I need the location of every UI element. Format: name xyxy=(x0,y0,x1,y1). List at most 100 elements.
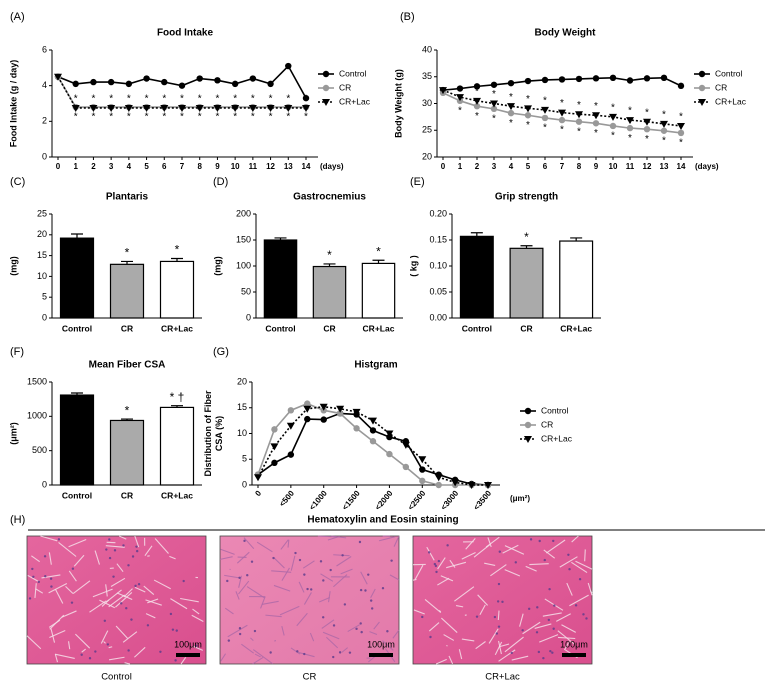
nucleus xyxy=(137,583,141,586)
legend-marker xyxy=(698,84,706,92)
cell-border xyxy=(298,581,305,593)
cell-border xyxy=(441,617,458,633)
cell-border xyxy=(115,625,128,639)
cell-border xyxy=(49,629,66,639)
data-point xyxy=(575,118,583,125)
nucleus xyxy=(303,652,306,656)
legend-marker xyxy=(698,70,706,78)
chart-title: Mean Fiber CSA xyxy=(89,360,166,371)
nucleus xyxy=(322,579,325,582)
cell-border xyxy=(280,539,289,550)
nucleus xyxy=(552,539,555,543)
bar xyxy=(109,419,145,486)
bar xyxy=(559,240,594,319)
cell-border xyxy=(392,629,400,639)
x-tick-label: 7 xyxy=(180,162,185,171)
nucleus xyxy=(434,564,438,568)
data-point xyxy=(248,104,257,112)
bar xyxy=(361,262,396,319)
scale-bar xyxy=(176,653,200,657)
data-point xyxy=(286,422,295,430)
nucleus xyxy=(159,650,162,653)
cell-border xyxy=(543,549,556,559)
y-tick-label: 0 xyxy=(42,151,47,161)
cell-border xyxy=(68,641,71,650)
significance-mark: * xyxy=(628,106,632,117)
cell-border xyxy=(145,599,162,606)
data-point xyxy=(336,405,345,413)
data-point xyxy=(660,127,668,134)
nucleus xyxy=(238,627,242,630)
data-point xyxy=(575,75,583,83)
data-point xyxy=(507,79,515,87)
cell-border xyxy=(35,588,44,594)
nucleus xyxy=(497,582,501,586)
data-point xyxy=(592,75,600,82)
data-point xyxy=(402,463,410,471)
legend-label: Control xyxy=(339,68,367,78)
cell-border xyxy=(235,591,240,600)
data-point xyxy=(490,100,498,108)
significance-mark: * xyxy=(180,112,184,123)
scale-bar-label: 100μm xyxy=(174,639,202,649)
nucleus xyxy=(103,619,107,623)
significance-mark: * xyxy=(286,94,290,105)
cell-border xyxy=(279,605,300,616)
nucleus xyxy=(294,551,297,555)
data-point xyxy=(677,122,685,130)
x-tick-label: 3 xyxy=(109,162,114,171)
x-tick-label: 3 xyxy=(492,162,497,171)
y-tick-label: 0.15 xyxy=(429,234,447,244)
cell-border xyxy=(529,563,549,566)
panel-label: (G) xyxy=(213,346,229,358)
significance-mark: * xyxy=(127,112,131,123)
significance-mark: * xyxy=(679,138,683,149)
nucleus xyxy=(298,558,302,562)
error-bar xyxy=(71,233,83,239)
data-point xyxy=(231,104,240,112)
cell-border xyxy=(327,591,331,603)
significance-mark: * xyxy=(269,94,273,105)
cell-border xyxy=(498,649,516,662)
cell-border xyxy=(443,634,455,641)
x-tick-label: CR xyxy=(323,323,335,333)
nucleus xyxy=(552,627,555,630)
cell-border xyxy=(124,662,131,665)
cell-border xyxy=(118,535,127,540)
data-point xyxy=(643,118,651,126)
nucleus xyxy=(493,615,497,619)
cell-border xyxy=(103,641,106,644)
nucleus xyxy=(321,616,325,619)
series-line xyxy=(57,76,306,109)
legend-marker xyxy=(524,421,532,429)
nucleus xyxy=(269,651,272,654)
cell-border xyxy=(116,592,133,600)
cell-border xyxy=(50,628,56,643)
x-tick-label: 4 xyxy=(509,162,514,171)
cell-border xyxy=(256,541,273,553)
significance-mark: * xyxy=(662,135,666,146)
nucleus xyxy=(37,580,41,584)
cell-border xyxy=(539,634,559,643)
cell-border xyxy=(250,637,254,641)
cell-border xyxy=(502,544,519,554)
cell-border xyxy=(26,635,42,650)
cell-border xyxy=(484,562,496,566)
y-tick-label: 4 xyxy=(42,80,47,90)
cell-border xyxy=(504,569,521,577)
cell-border xyxy=(122,631,138,643)
cell-border xyxy=(252,649,274,665)
data-point xyxy=(125,80,133,88)
nucleus xyxy=(303,573,306,576)
scale-bar xyxy=(369,653,393,657)
x-tick-label: CR xyxy=(121,490,133,500)
significance-mark: * xyxy=(125,246,130,260)
significance-mark: * xyxy=(91,112,95,123)
y-axis-label: Food Intake (g / day) xyxy=(8,60,18,148)
y-tick-label: 0 xyxy=(246,312,251,322)
cell-border xyxy=(373,621,380,630)
cell-border xyxy=(522,621,541,635)
nucleus xyxy=(567,553,570,556)
cell-border xyxy=(309,632,315,642)
cell-border xyxy=(487,537,492,548)
